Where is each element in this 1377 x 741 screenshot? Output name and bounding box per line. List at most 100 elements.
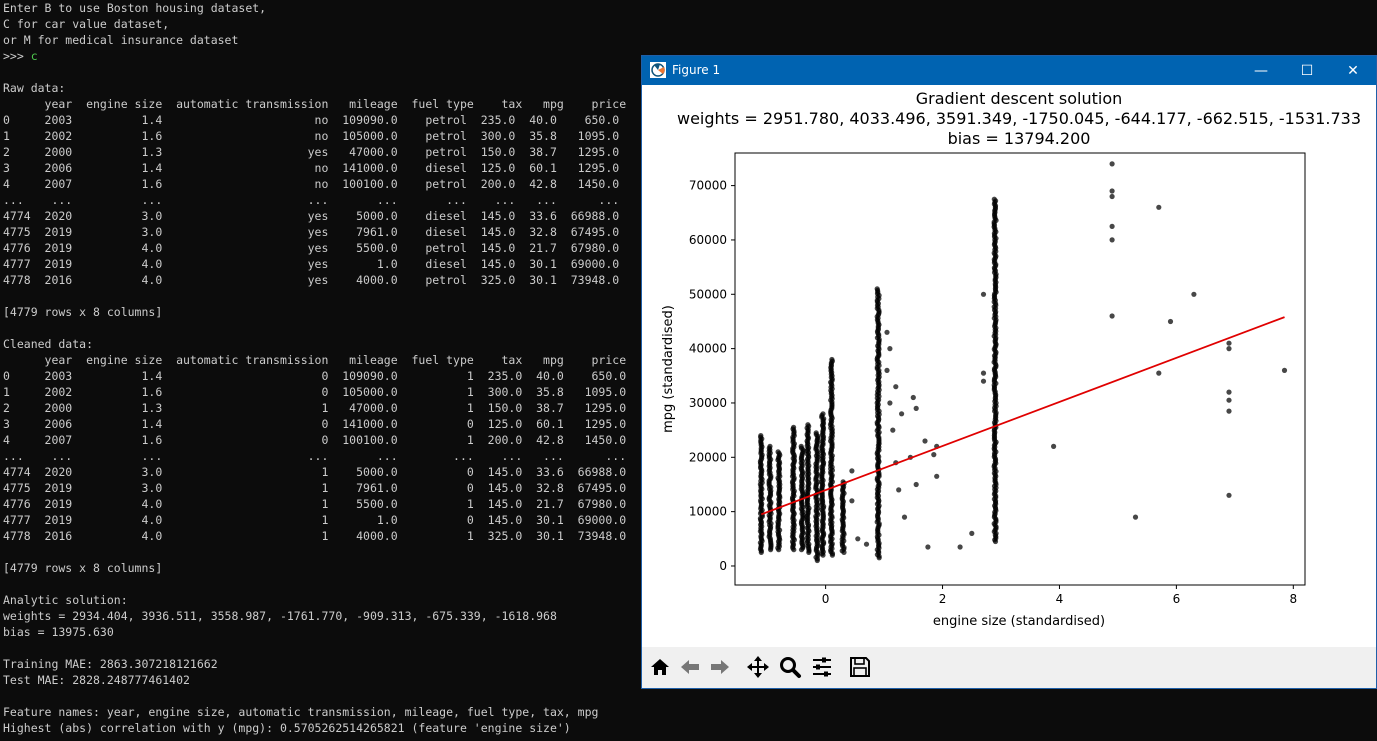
y-axis-label: mpg (standardised) [661,305,676,433]
prompt-input[interactable]: c [30,49,38,63]
scatter-point [893,384,899,390]
scatter-point [890,427,896,433]
scatter-point [969,530,975,536]
scatter-point [910,394,916,401]
scatter-point [1191,291,1197,297]
y-tick-label: 20000 [689,450,727,464]
terminal-line: or M for medical insurance dataset [3,33,239,47]
pan-button[interactable] [744,653,772,681]
terminal-line: 0 2003 1.4 no 109090.0 petrol 235.0 40.0… [3,113,620,127]
zoom-icon [780,657,801,678]
back-button[interactable] [676,653,704,681]
scatter-point [849,468,855,474]
minimize-icon: — [1254,62,1268,79]
terminal-line: 4775 2019 3.0 yes 7961.0 diesel 145.0 32… [3,225,620,239]
terminal-line: Feature names: year, engine size, automa… [3,705,599,719]
x-axis-label: engine size (standardised) [933,614,1105,629]
terminal-line: year engine size automatic transmission … [3,97,627,111]
scatter-point [1226,408,1232,414]
y-tick-label: 60000 [689,233,727,247]
terminal-line: 0 2003 1.4 0 109090.0 1 235.0 40.0 650.0 [3,369,627,383]
terminal-line: 4776 2019 4.0 1 5500.0 1 145.0 21.7 6798… [3,497,627,511]
axes-layer: 0 2 4 6 8 0 10000 20000 30000 40000 50000 60000 7000… [689,152,1306,606]
x-tick-label: 2 [939,592,947,606]
y-tick-label: 70000 [689,179,727,193]
terminal-line: Raw data: [3,81,66,95]
scatter-point [896,487,902,493]
forward-button[interactable] [706,653,734,681]
y-tick-label: 50000 [689,287,727,301]
terminal-line: 4774 2020 3.0 1 5000.0 0 145.0 33.6 6698… [3,465,627,479]
subplots-config-button[interactable] [808,653,836,681]
x-tick-label: 0 [822,592,830,606]
maximize-button[interactable]: ☐ [1284,56,1330,85]
scatter-point [1167,318,1174,325]
home-button[interactable] [646,653,674,681]
figure-window[interactable]: Figure 1 — ☐ ✕ Gradient descent solution… [641,55,1377,689]
x-tick-label: 8 [1289,592,1297,606]
scatter-point [874,286,880,292]
forward-arrow-icon [711,660,729,674]
terminal-line: ... ... ... ... ... ... ... ... ... [3,449,627,463]
terminal-line: 1 2002 1.6 no 105000.0 petrol 300.0 35.8… [3,129,620,143]
zoom-button[interactable] [776,653,804,681]
close-icon: ✕ [1347,62,1359,79]
scatter-point [913,405,919,411]
y-tick-label: 0 [719,559,727,573]
terminal-line: Highest (abs) correlation with y (mpg): … [3,721,571,735]
terminal-line: weights = 2934.404, 3936.511, 3558.987, … [3,609,557,623]
scatter-point [1281,367,1288,373]
terminal-line: Cleaned data: [3,337,94,351]
scatter-point [899,411,905,417]
scatter-point [980,291,987,297]
back-arrow-icon [681,660,699,674]
save-icon [850,657,870,677]
scatter-point [1226,340,1232,346]
scatter-point [980,370,987,376]
terminal-line: 3 2006 1.4 0 141000.0 0 125.0 60.1 1295.… [3,417,627,431]
scatter-point [934,473,940,479]
navigation-toolbar [642,647,1376,688]
title-bar[interactable]: Figure 1 — ☐ ✕ [642,56,1376,85]
figure-canvas[interactable]: Gradient descent solution weights = 2951… [642,85,1376,647]
subplots-config-icon [813,657,831,677]
scatter-point [980,378,987,384]
terminal-line: 4778 2016 4.0 1 4000.0 1 325.0 30.1 7394… [3,529,627,543]
x-tick-label: 4 [1056,592,1064,606]
y-tick-label: 40000 [689,342,727,356]
scatter-point [1109,237,1115,243]
scatter-point [1109,193,1115,200]
minimize-button[interactable]: — [1238,56,1284,85]
scatter-point [1156,204,1162,210]
scatter-point [758,433,764,439]
terminal-line: [4779 rows x 8 columns] [3,561,163,575]
terminal-line: 4 2007 1.6 0 100100.0 1 200.0 42.8 1450.… [3,433,627,447]
terminal-line: 2 2000 1.3 yes 47000.0 petrol 150.0 38.7… [3,145,620,159]
terminal-line: C for car value dataset, [3,17,170,31]
terminal-line: [4779 rows x 8 columns] [3,305,163,319]
fit-line-layer [760,316,1285,516]
terminal-line: year engine size automatic transmission … [3,353,627,367]
window-title: Figure 1 [672,63,721,77]
terminal-line: 4778 2016 4.0 yes 4000.0 petrol 325.0 30… [3,273,620,287]
scatter-point [1109,188,1115,194]
scatter-point [829,356,835,363]
home-icon [651,659,669,675]
scatter-point [767,443,773,449]
scatter-point [1226,492,1232,498]
y-tick-label: 10000 [689,505,727,519]
close-button[interactable]: ✕ [1330,56,1376,85]
scatter-point [1051,443,1057,449]
pan-icon [747,656,769,678]
save-button[interactable] [846,653,874,681]
scatter-point [884,367,890,373]
scatter-point [775,449,781,455]
scatter-point [863,541,870,547]
scatter-point [798,443,804,449]
x-tick-label: 6 [1173,592,1181,606]
scatter-point [820,411,826,417]
scatter-point [913,481,919,488]
scatter-point [884,329,890,335]
scatter-point [887,400,893,406]
terminal-line: Enter B to use Boston housing dataset, [3,1,267,15]
